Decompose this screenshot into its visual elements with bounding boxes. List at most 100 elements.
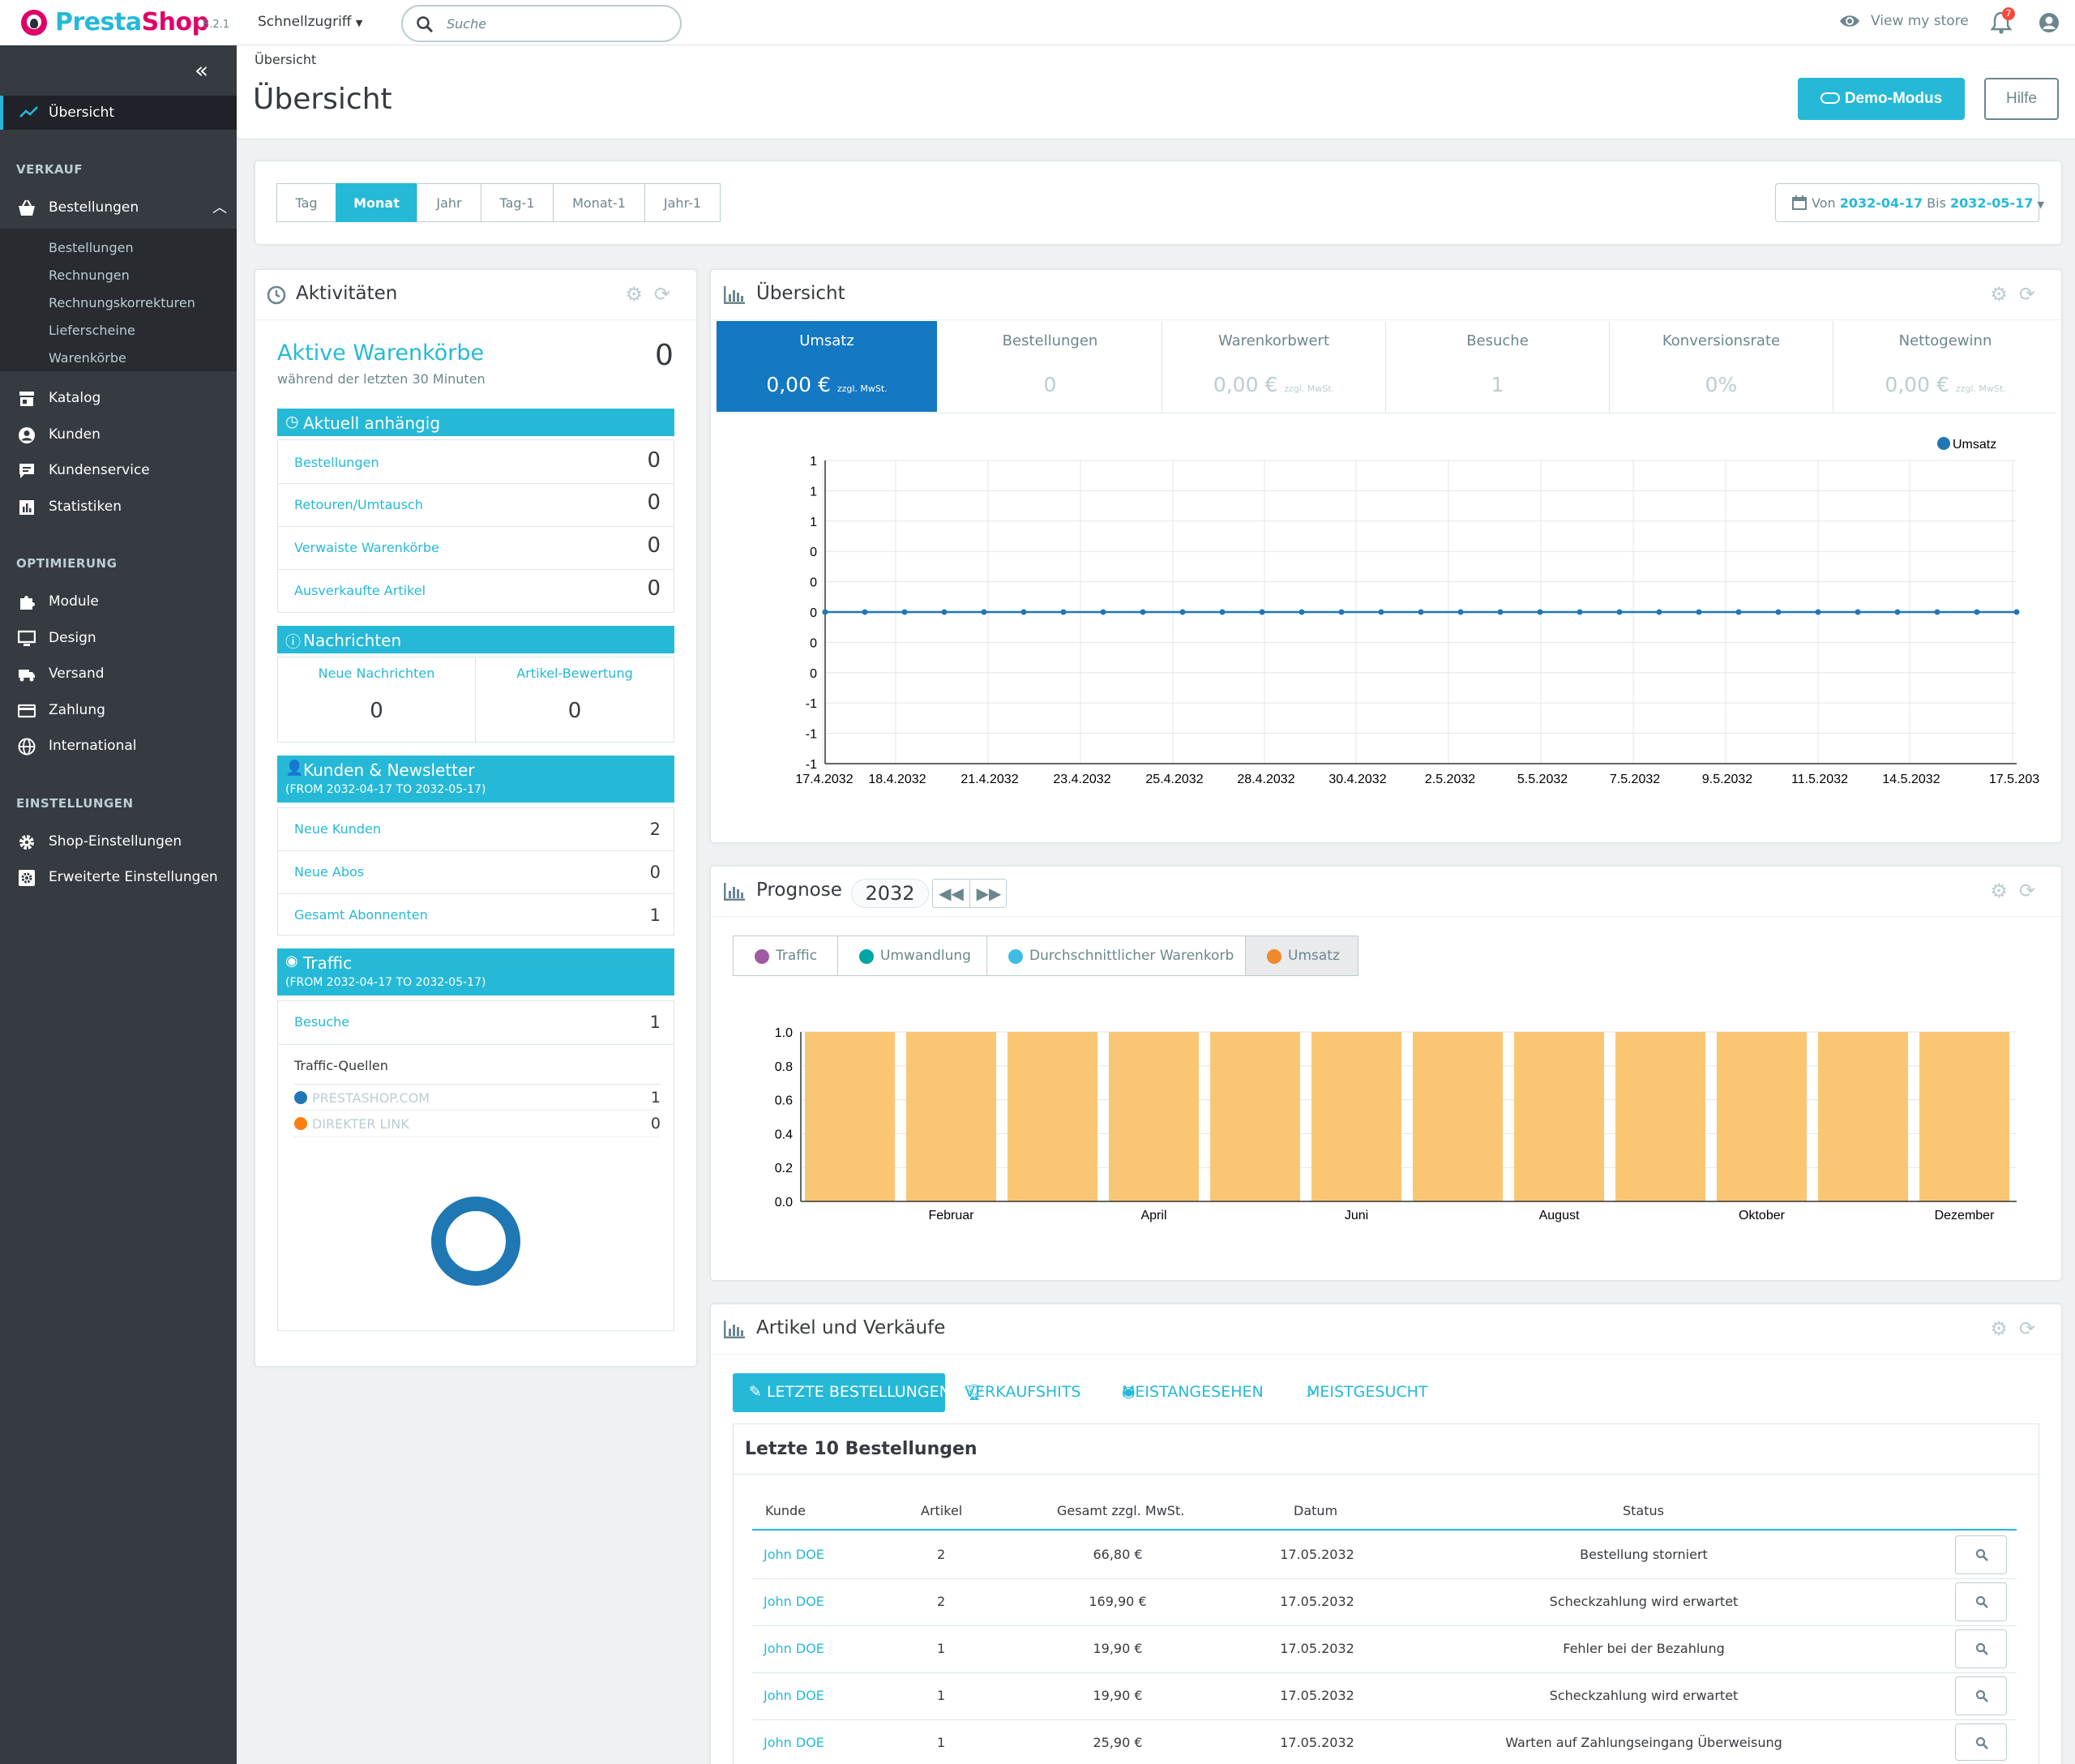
- user-account-icon[interactable]: [2039, 12, 2060, 33]
- period-month-button[interactable]: Monat: [336, 183, 417, 222]
- sidebar-item-customer-service[interactable]: Kundenservice: [0, 454, 237, 488]
- kpi-net-profit[interactable]: Nettogewinn 0,00 € zzgl. MwSt.: [1833, 321, 2057, 412]
- sidebar-item-orders[interactable]: Bestellungen ︿: [0, 191, 237, 225]
- submenu-item-credit-slips[interactable]: Rechnungskorrekturen: [49, 295, 195, 310]
- orders-card: Letzte 10 Bestellungen: [733, 1424, 2039, 1764]
- gear-icon: [19, 835, 34, 850]
- list-item-label[interactable]: Besuche: [294, 1014, 350, 1030]
- configure-gear-icon[interactable]: ⚙: [1990, 283, 2019, 306]
- configure-gear-icon[interactable]: ⚙: [1990, 880, 2019, 902]
- stat-label[interactable]: Artikel-Bewertung: [516, 666, 633, 681]
- sidebar-item-overview[interactable]: Übersicht: [0, 96, 237, 130]
- refresh-icon[interactable]: ⟳: [2018, 1317, 2047, 1340]
- bar-chart-icon: [724, 1321, 745, 1338]
- configure-gear-icon[interactable]: ⚙: [1990, 1317, 2019, 1340]
- kpi-cart-value[interactable]: Warenkorbwert 0,00 € zzgl. MwSt.: [1162, 321, 1386, 412]
- search-input[interactable]: Suche: [447, 16, 487, 32]
- list-item[interactable]: Retouren/Umtausch 0: [278, 484, 674, 527]
- sidebar-item-design[interactable]: Design: [0, 622, 237, 656]
- legend-traffic-toggle[interactable]: Traffic: [733, 936, 838, 976]
- order-customer-link[interactable]: John DOE: [764, 1641, 824, 1656]
- order-customer-link[interactable]: John DOE: [764, 1594, 824, 1609]
- refresh-icon[interactable]: ⟳: [2018, 880, 2047, 902]
- sidebar-item-shop-settings[interactable]: Shop-Einstellungen: [0, 825, 237, 859]
- list-item[interactable]: Bestellungen 0: [278, 440, 674, 484]
- demo-mode-button[interactable]: Demo-Modus: [1798, 78, 1965, 120]
- view-order-button[interactable]: [1955, 1582, 2007, 1621]
- sidebar-item-customers[interactable]: Kunden: [0, 418, 237, 452]
- help-button[interactable]: Hilfe: [1984, 78, 2059, 120]
- view-order-button[interactable]: [1955, 1629, 2007, 1668]
- active-carts-label[interactable]: Aktive Warenkörbe: [277, 340, 485, 366]
- search-field[interactable]: Suche: [401, 5, 682, 42]
- prestashop-logo[interactable]: PrestaShop: [55, 8, 209, 36]
- refresh-icon[interactable]: ⟳: [2018, 283, 2047, 306]
- kpi-conversion-rate[interactable]: Konversionsrate 0%: [1610, 321, 1833, 412]
- legend-average-cart-toggle[interactable]: Durchschnittlicher Warenkorb: [986, 936, 1246, 976]
- list-item-label[interactable]: Gesamt Abonnenten: [294, 907, 428, 923]
- next-year-icon[interactable]: ▶▶: [976, 884, 1002, 903]
- previous-year-icon[interactable]: ◀◀: [933, 880, 970, 907]
- page-title: Übersicht: [253, 83, 392, 116]
- period-selector: Tag Monat Jahr Tag-1 Monat-1 Jahr-1: [276, 183, 721, 222]
- sidebar-item-modules[interactable]: Module: [0, 585, 237, 619]
- sidebar-item-label: Module: [49, 593, 99, 610]
- order-date: 17.05.2032: [1280, 1641, 1354, 1656]
- kpi-orders[interactable]: Bestellungen 0: [939, 321, 1162, 412]
- list-item[interactable]: Verwaiste Warenkörbe 0: [278, 527, 674, 570]
- sidebar-item-catalog[interactable]: Katalog: [0, 382, 237, 416]
- list-item-label[interactable]: Verwaiste Warenkörbe: [294, 540, 439, 555]
- customers-section-header: 👤 Kunden & Newsletter (FROM 2032-04-17 T…: [277, 756, 674, 803]
- list-item-label[interactable]: Neue Kunden: [294, 821, 381, 837]
- view-order-button[interactable]: [1955, 1676, 2007, 1715]
- messages-stat[interactable]: Neue Nachrichten 0: [278, 657, 476, 742]
- sidebar-item-advanced-settings[interactable]: Erweiterte Einstellungen: [0, 861, 237, 895]
- view-store-link[interactable]: View my store: [1871, 13, 1969, 29]
- stat-label[interactable]: Neue Nachrichten: [318, 666, 435, 681]
- date-range-picker[interactable]: Von 2032-04-17 Bis 2032-05-17 ▼: [1775, 183, 2044, 222]
- collapse-sidebar-icon[interactable]: «: [195, 57, 209, 83]
- x-tick-label: 17.5.203: [1989, 773, 2039, 786]
- view-order-button[interactable]: [1955, 1723, 2007, 1761]
- period-prev-day-button[interactable]: Tag-1: [481, 183, 554, 222]
- list-item[interactable]: Gesamt Abonnenten 1: [278, 894, 674, 936]
- sidebar-item-statistics[interactable]: Statistiken: [0, 490, 237, 524]
- order-customer-link[interactable]: John DOE: [764, 1688, 824, 1703]
- configure-gear-icon[interactable]: ⚙: [625, 283, 654, 306]
- period-prev-month-button[interactable]: Monat-1: [553, 183, 645, 222]
- breadcrumb[interactable]: Übersicht: [255, 52, 317, 67]
- reviews-stat[interactable]: Artikel-Bewertung 0: [476, 657, 674, 742]
- list-item-label[interactable]: Neue Abos: [294, 864, 365, 880]
- period-year-button[interactable]: Jahr: [417, 183, 481, 222]
- kpi-revenue[interactable]: Umsatz 0,00 € zzgl. MwSt.: [717, 321, 937, 412]
- legend-conversion-toggle[interactable]: Umwandlung: [837, 936, 987, 976]
- sidebar-item-payment[interactable]: Zahlung: [0, 694, 237, 728]
- list-item-label[interactable]: Bestellungen: [294, 455, 379, 470]
- view-order-button[interactable]: [1955, 1535, 2007, 1574]
- kpi-value: 0: [1043, 373, 1057, 396]
- kpi-visits[interactable]: Besuche 1: [1386, 321, 1610, 412]
- list-item[interactable]: Neue Abos 0: [278, 851, 674, 894]
- period-prev-year-button[interactable]: Jahr-1: [644, 183, 721, 222]
- submenu-item-delivery-slips[interactable]: Lieferscheine: [49, 323, 135, 338]
- refresh-icon[interactable]: ⟳: [653, 283, 682, 306]
- tab-latest-orders[interactable]: ✎ LETZTE BESTELLUNGEN: [733, 1373, 951, 1412]
- list-item[interactable]: Besuche 1: [278, 1001, 674, 1045]
- list-item-label[interactable]: Ausverkaufte Artikel: [294, 583, 426, 598]
- list-item[interactable]: Ausverkaufte Artikel 0: [278, 570, 674, 613]
- order-customer-link[interactable]: John DOE: [764, 1547, 824, 1562]
- kpi-suffix: zzgl. MwSt.: [1284, 383, 1335, 394]
- panel-tools: ⚙⟳: [1990, 1317, 2047, 1340]
- sidebar-item-international[interactable]: International: [0, 730, 237, 764]
- submenu-item-carts[interactable]: Warenkörbe: [49, 350, 126, 366]
- quick-access-menu[interactable]: Schnellzugriff ▼: [258, 14, 363, 30]
- sidebar-item-shipping[interactable]: Versand: [0, 657, 237, 691]
- list-item[interactable]: Neue Kunden 2: [278, 808, 674, 851]
- legend-revenue-toggle[interactable]: Umsatz: [1245, 936, 1358, 976]
- submenu-item-orders[interactable]: Bestellungen: [49, 240, 134, 255]
- prestashop-logo-icon[interactable]: [21, 10, 47, 36]
- period-day-button[interactable]: Tag: [276, 183, 336, 222]
- submenu-item-invoices[interactable]: Rechnungen: [49, 268, 130, 283]
- order-customer-link[interactable]: John DOE: [764, 1735, 824, 1750]
- list-item-label[interactable]: Retouren/Umtausch: [294, 497, 423, 512]
